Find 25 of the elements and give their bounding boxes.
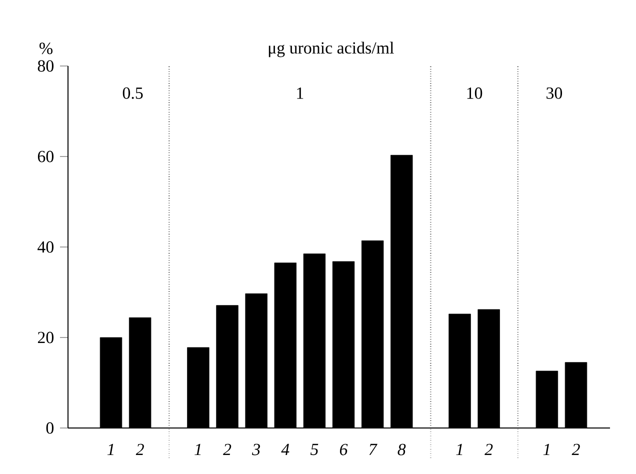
x-tick-label: 1 — [107, 444, 114, 456]
x-tick-label: 2 — [572, 444, 580, 456]
x-tick-label: 5 — [310, 444, 318, 456]
y-axis-title: % — [40, 42, 52, 54]
y-tick-label: 40 — [38, 241, 54, 253]
x-tick-label: 1 — [194, 444, 201, 456]
y-tick-label: 80 — [38, 60, 54, 72]
x-tick-label: 1 — [543, 444, 550, 456]
annotation: 1 — [297, 88, 304, 99]
x-tick-label: 4 — [281, 444, 290, 455]
annotation: 30 — [546, 87, 562, 99]
y-tick-label: 20 — [38, 332, 54, 344]
annotation: 10 — [467, 87, 482, 99]
x-tick-label: 8 — [398, 444, 406, 456]
chart-title: μg uronic acids/ml — [268, 42, 394, 58]
x-tick-label: 6 — [340, 444, 348, 456]
annotation: 0.5 — [122, 87, 143, 99]
y-tick-label: 0 — [46, 422, 54, 434]
x-tick-label: 2 — [484, 444, 493, 456]
x-tick-label: 3 — [252, 444, 260, 456]
y-tick-label: 60 — [38, 150, 54, 162]
x-tick-label: 7 — [369, 444, 378, 455]
x-tick-label: 2 — [136, 444, 144, 456]
x-tick-label: 1 — [456, 444, 462, 456]
x-tick-label: 2 — [223, 444, 232, 456]
